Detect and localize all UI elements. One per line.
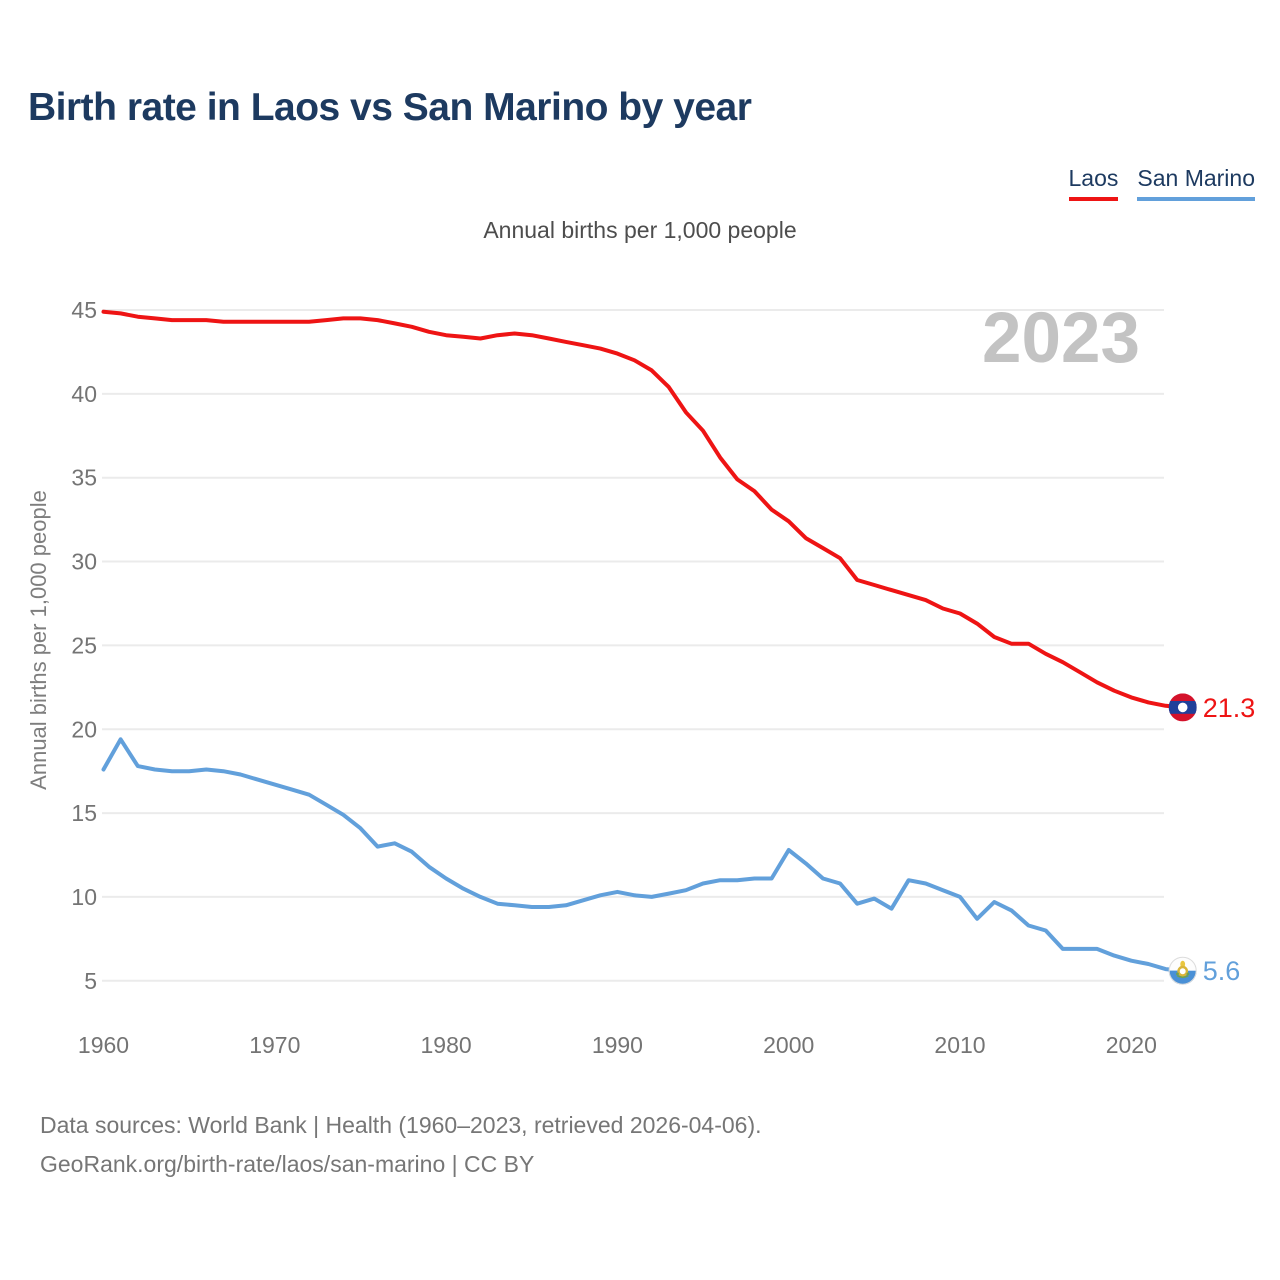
x-tick-label: 1960 bbox=[78, 1032, 129, 1058]
san-marino-flag-icon bbox=[1168, 956, 1197, 985]
series-line-san-marino bbox=[101, 737, 1185, 973]
page-title: Birth rate in Laos vs San Marino by year bbox=[28, 86, 752, 129]
y-tick-label: 10 bbox=[71, 884, 97, 910]
legend-item-laos[interactable]: Laos bbox=[1068, 165, 1119, 201]
x-tick-label: 2010 bbox=[934, 1032, 985, 1058]
y-tick-labels: 5 10 15 20 25 30 35 40 45 bbox=[71, 297, 97, 994]
x-tick-label: 1970 bbox=[249, 1032, 300, 1058]
end-value-label-laos: 21.3 bbox=[1203, 693, 1256, 723]
y-tick-label: 35 bbox=[71, 465, 97, 491]
footer-attribution: GeoRank.org/birth-rate/laos/san-marino |… bbox=[40, 1151, 535, 1177]
legend: Laos San Marino bbox=[1068, 165, 1255, 201]
x-tick-label: 1980 bbox=[421, 1032, 472, 1058]
y-tick-label: 45 bbox=[71, 297, 97, 323]
watermark-year: 2023 bbox=[982, 299, 1140, 378]
series-lines bbox=[101, 309, 1185, 973]
x-tick-label: 2000 bbox=[763, 1032, 814, 1058]
series-line-laos bbox=[101, 309, 1185, 710]
y-tick-label: 30 bbox=[71, 549, 97, 575]
y-tick-label: 40 bbox=[71, 381, 97, 407]
y-tick-label: 15 bbox=[71, 800, 97, 826]
y-tick-label: 20 bbox=[71, 716, 97, 742]
chart-subtitle: Annual births per 1,000 people bbox=[483, 217, 797, 243]
x-tick-label: 2020 bbox=[1106, 1032, 1157, 1058]
laos-flag-icon bbox=[1168, 693, 1197, 722]
legend-item-san-marino[interactable]: San Marino bbox=[1137, 165, 1255, 201]
end-markers bbox=[1168, 693, 1197, 985]
x-tick-labels: 1960 1970 1980 1990 2000 2010 2020 bbox=[78, 1032, 1157, 1058]
end-value-label-san-marino: 5.6 bbox=[1203, 956, 1241, 986]
gridlines bbox=[102, 309, 1164, 982]
x-tick-label: 1990 bbox=[592, 1032, 643, 1058]
footer: Data sources: World Bank | Health (1960–… bbox=[40, 1106, 762, 1184]
y-tick-label: 25 bbox=[71, 632, 97, 658]
y-axis-title: Annual births per 1,000 people bbox=[26, 490, 51, 790]
y-tick-label: 5 bbox=[84, 968, 97, 994]
footer-sources: Data sources: World Bank | Health (1960–… bbox=[40, 1112, 762, 1138]
end-labels: 21.3 5.6 bbox=[1203, 693, 1256, 986]
